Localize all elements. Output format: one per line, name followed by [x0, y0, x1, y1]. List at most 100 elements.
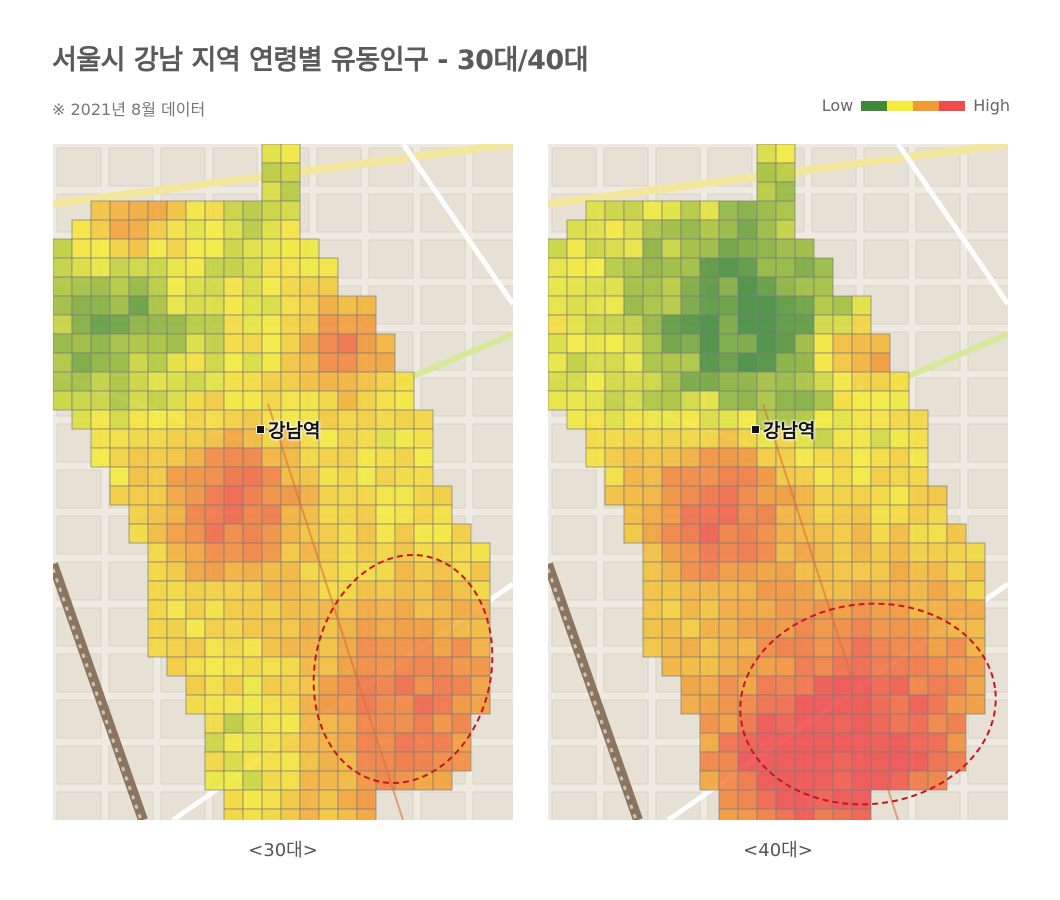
heat-cell: [128, 314, 149, 335]
heat-cell: [642, 409, 663, 430]
heat-cell: [223, 409, 244, 430]
heat-cell: [280, 713, 301, 734]
heat-cell: [756, 789, 777, 810]
legend-swatch-high: [913, 100, 940, 111]
heat-cell: [299, 618, 320, 639]
heat-cell: [927, 561, 948, 582]
heat-cell: [223, 599, 244, 620]
heat-cell: [566, 409, 587, 430]
heat-cell: [432, 656, 453, 677]
heat-cell: [432, 675, 453, 696]
heat-cell: [432, 542, 453, 563]
heat-cell: [889, 656, 910, 677]
heat-cell: [204, 466, 225, 487]
heat-cell: [718, 276, 739, 297]
heat-cell: [128, 466, 149, 487]
heat-cell: [299, 295, 320, 316]
heat-cell: [204, 371, 225, 392]
heat-cell: [242, 675, 263, 696]
heat-cell: [223, 200, 244, 221]
heat-cell: [699, 561, 720, 582]
heat-cell: [223, 485, 244, 506]
heat-cell: [851, 599, 872, 620]
heat-cell: [889, 371, 910, 392]
heat-cell: [242, 751, 263, 772]
heat-cell: [775, 732, 796, 753]
heat-cell: [718, 504, 739, 525]
city-block: [56, 147, 102, 187]
heat-cell: [432, 485, 453, 506]
heat-cell: [280, 333, 301, 354]
heat-cell: [375, 333, 396, 354]
heat-cell: [623, 352, 644, 373]
heat-cell: [261, 333, 282, 354]
heat-cell: [318, 694, 339, 715]
heat-cell: [642, 333, 663, 354]
heat-cell: [604, 295, 625, 316]
city-block: [655, 745, 701, 785]
heat-cell: [737, 238, 758, 259]
heat-cell: [280, 144, 301, 164]
heat-cell: [166, 352, 187, 373]
heat-cell: [585, 333, 606, 354]
heat-cell: [299, 352, 320, 373]
heat-cell: [204, 656, 225, 677]
heat-cell: [642, 219, 663, 240]
heat-cell: [204, 200, 225, 221]
map-panel-40s[interactable]: 강남역: [548, 144, 1008, 820]
heat-cell: [356, 523, 377, 544]
heat-cell: [946, 542, 967, 563]
heat-cell: [642, 485, 663, 506]
heat-cell: [109, 295, 130, 316]
heat-cell: [223, 618, 244, 639]
heat-cell: [870, 428, 891, 449]
heat-cell: [90, 333, 111, 354]
heat-cell: [413, 409, 434, 430]
heat-cell: [318, 295, 339, 316]
heat-cell: [413, 447, 434, 468]
heat-cell: [870, 713, 891, 734]
heat-cell: [242, 523, 263, 544]
heat-cell: [680, 523, 701, 544]
city-block: [472, 745, 513, 785]
heat-cell: [242, 713, 263, 734]
heat-cell: [680, 371, 701, 392]
heat-cell: [223, 656, 244, 677]
heat-cell: [604, 390, 625, 411]
heat-cell: [128, 428, 149, 449]
map-panel-30s[interactable]: 강남역: [53, 144, 513, 820]
heat-cell: [832, 789, 853, 810]
heat-cell: [566, 314, 587, 335]
heat-cell: [813, 428, 834, 449]
heat-cell: [813, 295, 834, 316]
heat-cell: [470, 561, 491, 582]
heat-cell: [718, 447, 739, 468]
heat-cell: [375, 409, 396, 430]
heat-cell: [337, 523, 358, 544]
heat-cell: [813, 675, 834, 696]
heat-cell: [53, 257, 73, 278]
heat-cell: [889, 580, 910, 601]
heat-cell: [718, 599, 739, 620]
city-block: [472, 423, 513, 463]
heat-cell: [813, 694, 834, 715]
heat-cell: [204, 599, 225, 620]
heat-cell: [623, 447, 644, 468]
city-block: [967, 147, 1008, 187]
heat-cell: [699, 352, 720, 373]
heat-cell: [166, 409, 187, 430]
heat-cell: [432, 599, 453, 620]
heat-cell: [53, 295, 73, 316]
heat-cell: [223, 789, 244, 810]
heat-cell: [737, 219, 758, 240]
heat-cell: [794, 713, 815, 734]
heat-cell: [318, 637, 339, 658]
heat-cell: [718, 675, 739, 696]
heat-cell: [737, 466, 758, 487]
heat-cell: [71, 333, 92, 354]
heat-cell: [756, 732, 777, 753]
heat-cell: [832, 485, 853, 506]
heat-cell: [185, 390, 206, 411]
heat-cell: [851, 314, 872, 335]
railway-ties: [548, 568, 638, 820]
